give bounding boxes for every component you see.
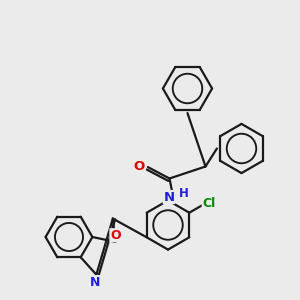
- Text: H: H: [179, 187, 189, 200]
- Text: Cl: Cl: [202, 197, 215, 210]
- Text: N: N: [163, 190, 175, 204]
- Text: O: O: [134, 160, 145, 173]
- Text: O: O: [110, 229, 121, 242]
- Text: N: N: [90, 276, 100, 289]
